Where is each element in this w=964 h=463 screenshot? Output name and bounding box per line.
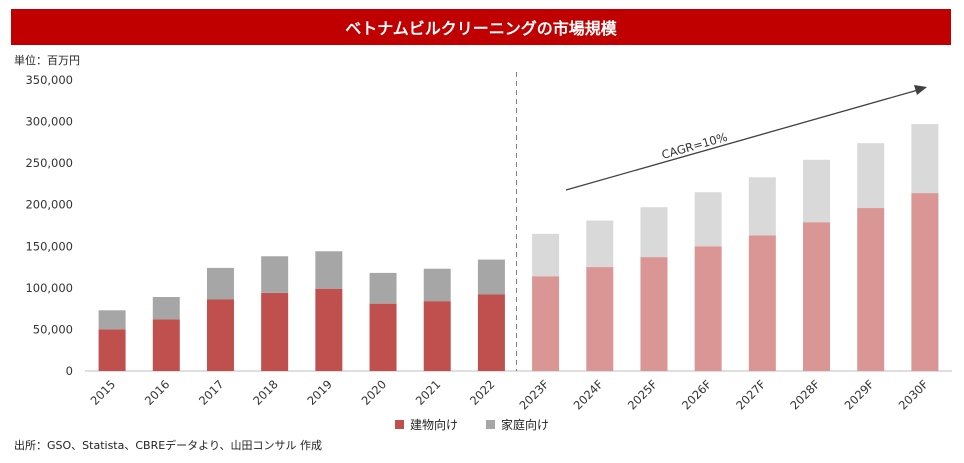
x-tick-label: 2029F [842, 377, 877, 412]
y-tick-label: 100,000 [25, 281, 73, 295]
bar-household [315, 251, 343, 289]
bar-household [857, 143, 885, 209]
bar-building [586, 267, 614, 371]
x-tick-label: 2019 [304, 377, 335, 408]
cagr-arrow-line [565, 89, 919, 191]
bar-building [152, 319, 180, 371]
x-tick-label: 2016 [142, 377, 173, 408]
unit-label: 単位：百万円 [14, 54, 80, 67]
cagr-arrowhead [914, 85, 927, 95]
y-tick-label: 300,000 [25, 115, 73, 129]
bar-household [532, 233, 560, 277]
chart-title: ベトナムビルクリーニングの市場規模 [11, 9, 951, 45]
x-tick-label: 2028F [787, 377, 822, 412]
bar-household [98, 310, 126, 330]
bar-building [532, 276, 560, 371]
legend-label-building: 建物向け [410, 418, 459, 432]
x-tick-label: 2023F [516, 377, 551, 412]
y-tick-label: 0 [66, 364, 73, 378]
bar-household [803, 159, 831, 223]
bar-household [694, 192, 722, 247]
bar-household [206, 267, 234, 300]
x-tick-label: 2030F [896, 377, 931, 412]
y-tick-label: 150,000 [25, 239, 73, 253]
bar-household [152, 297, 180, 320]
legend-swatch-household [486, 420, 496, 429]
y-tick-label: 250,000 [25, 156, 73, 170]
x-tick-label: 2025F [625, 377, 660, 412]
source-note: 出所：GSO、Statista、CBREデータより、山田コンサル 作成 [14, 439, 323, 452]
bar-household [369, 272, 397, 304]
bar-household [586, 220, 614, 268]
bar-household [640, 207, 668, 258]
y-tick-label: 50,000 [33, 322, 73, 336]
y-tick-label: 350,000 [25, 73, 73, 87]
legend-item-household: 家庭向け [486, 416, 549, 433]
bar-building [640, 257, 668, 371]
x-tick-label: 2021 [413, 377, 444, 408]
bar-household [261, 256, 289, 293]
bar-building [423, 301, 451, 371]
bar-building [98, 329, 126, 371]
bar-household [477, 259, 505, 295]
bar-household [911, 124, 939, 194]
x-tick-label: 2026F [679, 377, 714, 412]
legend-item-building: 建物向け [395, 416, 458, 433]
x-tick-label: 2018 [250, 377, 281, 408]
bar-building [477, 294, 505, 371]
bar-building [748, 235, 776, 371]
cagr-annotation: CAGR=10% [660, 130, 729, 162]
legend-swatch-building [395, 420, 404, 429]
bar-household [423, 268, 451, 302]
bar-building [911, 193, 939, 371]
legend: 建物向け 家庭向け [395, 416, 549, 433]
bar-building [803, 222, 831, 371]
bar-building [315, 288, 343, 371]
bar-building [369, 303, 397, 371]
bar-building [857, 208, 885, 371]
x-tick-label: 2022 [467, 377, 498, 408]
x-tick-label: 2015 [88, 377, 119, 408]
bar-household [748, 177, 776, 236]
x-tick-label: 2024F [571, 377, 606, 412]
y-tick-label: 200,000 [25, 198, 73, 212]
bar-building [206, 299, 234, 371]
x-tick-label: 2020 [359, 377, 390, 408]
bar-building [694, 246, 722, 371]
x-tick-label: 2017 [196, 377, 227, 408]
legend-label-household: 家庭向け [501, 418, 550, 432]
bar-building [261, 292, 289, 371]
x-tick-label: 2027F [733, 377, 768, 412]
